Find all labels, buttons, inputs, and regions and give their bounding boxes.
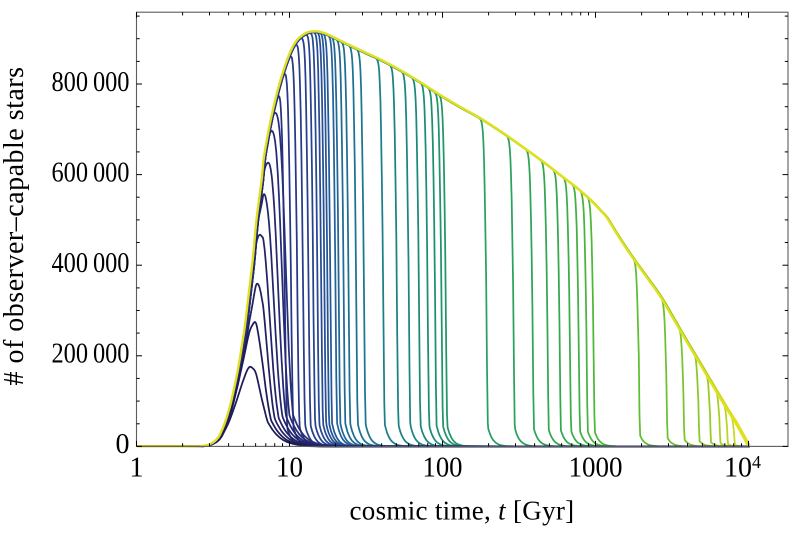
svg-text:0: 0 bbox=[116, 429, 130, 460]
svg-text:cosmic time, t [Gyr]: cosmic time, t [Gyr] bbox=[350, 496, 575, 526]
svg-text:600 000: 600 000 bbox=[52, 157, 130, 188]
svg-text:# of observer–capable stars: # of observer–capable stars bbox=[0, 66, 30, 385]
svg-text:10: 10 bbox=[276, 453, 303, 484]
svg-text:1: 1 bbox=[130, 453, 144, 484]
svg-text:200 000: 200 000 bbox=[52, 339, 130, 370]
svg-text:1000: 1000 bbox=[569, 453, 623, 484]
svg-text:800 000: 800 000 bbox=[52, 67, 130, 98]
svg-text:400 000: 400 000 bbox=[52, 248, 130, 279]
svg-text:100: 100 bbox=[423, 453, 463, 484]
